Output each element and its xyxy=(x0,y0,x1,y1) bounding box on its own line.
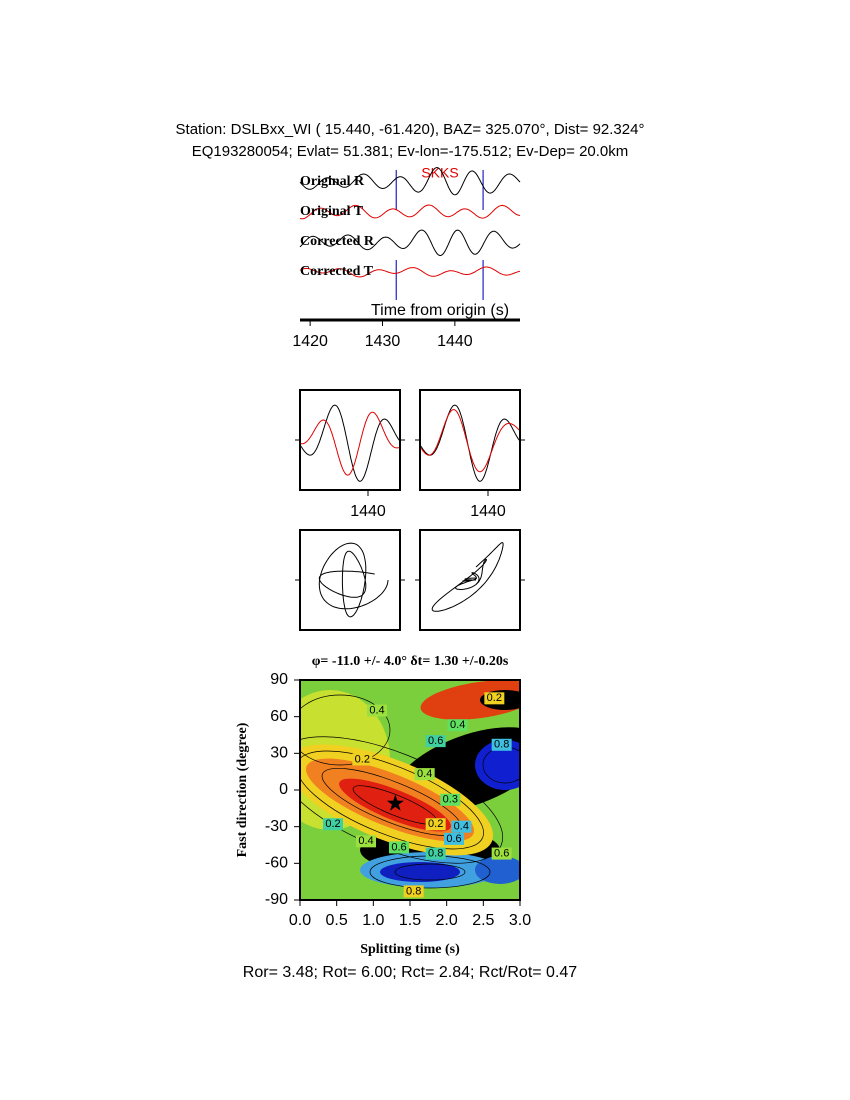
contour-label: 0.2 xyxy=(428,818,443,830)
panel-frame xyxy=(299,529,401,631)
waveform-trace xyxy=(299,204,521,220)
contour-label-box xyxy=(440,793,461,806)
contour-label-box xyxy=(484,692,505,705)
y-tick-label: 30 xyxy=(270,745,288,762)
x-axis-label: Splitting time (s) xyxy=(360,942,460,957)
contour-label: 0.8 xyxy=(428,847,443,859)
contour-label-box xyxy=(444,832,464,845)
panel xyxy=(415,529,525,631)
waveform-trace xyxy=(420,409,520,473)
waveform-trace xyxy=(420,404,520,482)
panel xyxy=(295,529,405,631)
y-tick-label: -60 xyxy=(265,855,288,872)
waveform-trace xyxy=(300,404,400,482)
contour-label-box xyxy=(403,885,424,898)
contour-label: 0.3 xyxy=(443,794,458,806)
contour-label: 0.4 xyxy=(417,768,432,780)
contour-label: 0.6 xyxy=(446,833,461,845)
x-tick-label: 1420 xyxy=(292,333,328,350)
contour-label-box xyxy=(451,820,472,833)
contour-map xyxy=(300,680,520,900)
contour-label-box xyxy=(367,704,387,717)
header-line: Station: DSLBxx_WI ( 15.440, -61.420), B… xyxy=(176,121,645,138)
x-tick-label: 3.0 xyxy=(509,912,531,929)
contour-label-box xyxy=(323,818,343,831)
trace-label: Corrected T xyxy=(300,264,374,279)
contour-label-box xyxy=(356,835,376,848)
waveform-trace xyxy=(299,266,521,278)
panel xyxy=(295,389,405,491)
x-tick-label: 2.0 xyxy=(436,912,458,929)
best-fit-star xyxy=(386,794,404,811)
contour-label-box xyxy=(425,847,446,860)
contour-label-box xyxy=(425,818,446,831)
x-tick-label: 1.0 xyxy=(362,912,384,929)
y-tick-label: -90 xyxy=(265,891,288,908)
contour-label: 0.6 xyxy=(391,841,406,853)
contour-label: 0.8 xyxy=(494,739,509,751)
x-tick-label: 2.5 xyxy=(472,912,494,929)
panel xyxy=(415,389,525,491)
contour-label-box xyxy=(414,768,435,781)
y-axis-label: Fast direction (degree) xyxy=(235,722,250,857)
contour-label: 0.4 xyxy=(369,704,384,716)
trace-label: Corrected R xyxy=(300,234,375,249)
result-title: φ= -11.0 +/- 4.0° δt= 1.30 +/-0.20s xyxy=(312,654,509,669)
y-tick-label: -30 xyxy=(265,818,288,835)
particle-motion xyxy=(318,542,389,618)
contour-label: 0.4 xyxy=(450,719,465,731)
contour-label-box xyxy=(352,753,373,766)
y-tick-label: 60 xyxy=(270,708,288,725)
trace-label: Original T xyxy=(300,204,364,219)
x-tick-label: 0.0 xyxy=(289,912,311,929)
x-tick-label: 0.5 xyxy=(326,912,348,929)
phase-label: SKKS xyxy=(421,165,458,181)
contour-label-box xyxy=(491,738,512,751)
panel-frame xyxy=(419,389,521,491)
x-tick-label: 1440 xyxy=(437,333,473,350)
contour-label: 0.8 xyxy=(406,885,421,897)
contour-label: 0.4 xyxy=(454,821,469,833)
panel-frame xyxy=(299,389,401,491)
y-tick-label: 90 xyxy=(270,671,288,688)
contour-label: 0.2 xyxy=(355,753,370,765)
trace-label: Original R xyxy=(300,174,365,189)
contour-label: 0.6 xyxy=(494,847,509,859)
contour-label: 0.2 xyxy=(325,818,340,830)
contour-label-box xyxy=(447,719,468,732)
x-tick-label: 1.5 xyxy=(399,912,421,929)
grid-search: φ= -11.0 +/- 4.0° δt= 1.30 +/-0.20s Spli… xyxy=(235,654,521,957)
y-tick-label: 0 xyxy=(279,781,288,798)
waveform-trace xyxy=(299,167,521,196)
x-axis-label: Time from origin (s) xyxy=(371,302,509,319)
waveform-trace xyxy=(299,229,521,256)
x-tick-label: 1440 xyxy=(470,503,506,520)
waveform-trace xyxy=(300,411,400,476)
contour-label: 0.4 xyxy=(358,835,373,847)
contour-label-box xyxy=(491,847,512,860)
contour-label-box xyxy=(389,841,409,854)
x-tick-label: 1440 xyxy=(350,503,386,520)
header-line: EQ193280054; Evlat= 51.381; Ev-lon=-175.… xyxy=(192,143,629,160)
contour-label: 0.6 xyxy=(428,735,443,747)
x-tick-label: 1430 xyxy=(365,333,401,350)
footer: Ror= 3.48; Rot= 6.00; Rct= 2.84; Rct/Rot… xyxy=(243,964,578,981)
contour-label-box xyxy=(425,735,446,748)
particle-motion xyxy=(431,542,504,612)
contour-label: 0.2 xyxy=(487,692,502,704)
